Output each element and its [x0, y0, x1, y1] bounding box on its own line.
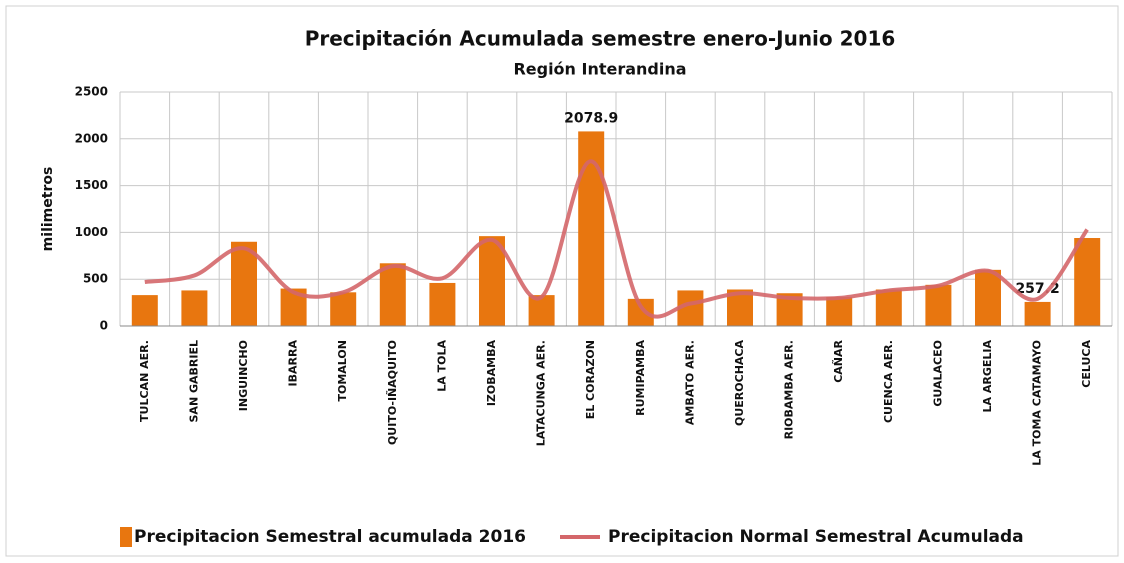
- x-tick-label: INGUINCHO: [237, 340, 250, 411]
- chart-frame: [5, 5, 1119, 557]
- chart-title: Precipitación Acumulada semestre enero-J…: [305, 27, 896, 51]
- legend-swatch: [120, 527, 132, 547]
- x-tick-label: EL CORAZON: [584, 340, 597, 419]
- chart-subtitle: Región Interandina: [513, 60, 686, 79]
- bar: [330, 292, 357, 326]
- bar: [479, 236, 505, 326]
- bar: [181, 290, 208, 326]
- y-axis-label: milimetros: [40, 167, 56, 252]
- x-tick-label: CELUCA: [1080, 340, 1093, 388]
- x-tick-label: GUALACEO: [931, 340, 944, 407]
- bar: [875, 289, 902, 326]
- bar: [231, 241, 257, 326]
- x-tick-label: AMBATO AER.: [683, 340, 696, 425]
- x-tick-label: QUITO-IÑAQUITO: [386, 340, 399, 445]
- bar: [131, 295, 158, 326]
- x-tick-label: IBARRA: [287, 340, 300, 387]
- x-tick-label: IZOBAMBA: [485, 340, 498, 407]
- y-tick-label: 500: [83, 272, 108, 286]
- line: [144, 159, 1089, 319]
- bar: [379, 263, 406, 326]
- bar: [528, 295, 555, 326]
- x-tick-label: LA ARGELIA: [981, 340, 994, 413]
- x-tick-label: TULCAN AER.: [138, 340, 151, 422]
- x-tick-label: QUEROCHACA: [733, 340, 746, 426]
- legend-label: Precipitacion Semestral acumulada 2016: [134, 527, 526, 547]
- bar: [1024, 301, 1051, 326]
- y-tick-label: 0: [100, 319, 108, 333]
- x-tick-label: LA TOLA: [435, 340, 448, 392]
- bar: [578, 131, 605, 326]
- bar: [1074, 238, 1101, 326]
- bar: [826, 296, 853, 326]
- data-label: 2078.9: [564, 110, 618, 126]
- bar: [429, 282, 456, 326]
- data-label: 257.2: [1015, 281, 1059, 297]
- x-tick-label: SAN GABRIEL: [187, 340, 200, 422]
- legend-label: Precipitacion Normal Semestral Acumulada: [608, 527, 1024, 547]
- x-tick-label: CAÑAR: [832, 339, 845, 382]
- x-tick-label: TOMALON: [336, 340, 349, 402]
- y-tick-label: 2000: [75, 131, 108, 145]
- x-tick-label: LA TOMA CATAMAYO: [1031, 340, 1044, 466]
- bar: [975, 269, 1001, 326]
- y-tick-label: 1500: [75, 178, 108, 192]
- x-tick-label: CUENCA AER.: [882, 340, 895, 423]
- x-tick-label: RIOBAMBA AER.: [783, 340, 796, 439]
- y-tick-label: 2500: [75, 85, 108, 99]
- x-tick-label: RUMIPAMBA: [634, 340, 647, 416]
- x-tick-label: LATACUNGA AER.: [535, 340, 548, 446]
- y-tick-label: 1000: [75, 225, 108, 239]
- bar: [925, 284, 952, 326]
